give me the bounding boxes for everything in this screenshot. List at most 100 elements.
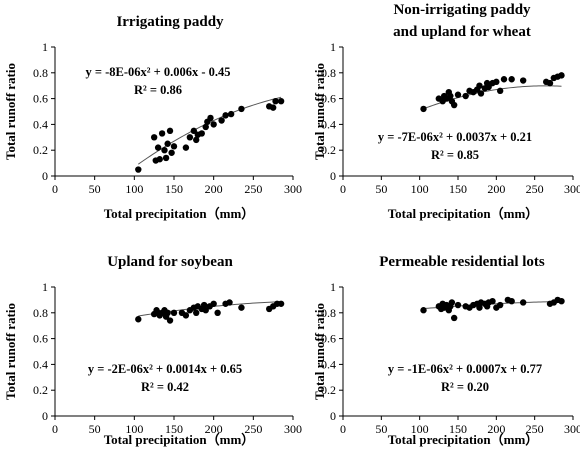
data-point [558,297,565,305]
y-tick-label: 1 [330,280,336,294]
data-point [168,149,175,156]
trend-equation: y = -8E-06x² + 0.006x - 0.45 [85,65,230,79]
data-point [166,317,174,324]
data-point [454,91,462,98]
data-point [496,301,504,309]
data-point [269,104,277,111]
y-tick-label: 0 [42,409,48,423]
data-point [226,299,233,306]
trend-equation: y = -1E-06x² + 0.0007x + 0.77 [388,362,542,376]
y-tick-label: 0.2 [321,383,336,397]
data-point [156,156,163,163]
x-tick-label: 100 [411,182,429,196]
data-point [450,101,458,109]
data-point [170,143,178,150]
x-tick-label: 250 [244,422,262,436]
data-point [198,130,205,137]
data-point [496,87,504,95]
chart-title: and upland for wheat [393,24,531,40]
data-point [519,299,527,306]
x-tick-label: 150 [165,182,183,196]
chart-title: Non-irrigating paddy [393,2,531,18]
x-tick-label: 300 [564,182,580,196]
data-point [158,130,166,137]
data-point [508,76,515,83]
x-tick-label: 0 [340,422,346,436]
r-squared-label: R² = 0.20 [441,380,489,394]
data-point [164,140,171,147]
data-point [454,301,462,309]
x-tick-label: 150 [449,422,467,436]
data-point [214,309,221,316]
x-tick-label: 50 [89,422,101,436]
data-point [193,136,200,144]
y-axis-label: Total runoff ratio [312,63,327,160]
data-point [135,316,142,323]
data-point [227,110,235,118]
x-tick-label: 50 [89,182,101,196]
x-axis-label: Total precipitation（mm） [104,206,255,221]
data-point [202,307,209,314]
y-tick-label: 1 [42,280,48,294]
r-squared-label: R² = 0.42 [141,380,189,394]
y-tick-label: 1 [330,40,336,54]
data-point [447,92,454,100]
y-tick-label: 0.2 [321,143,336,157]
data-point [207,114,214,122]
data-point [161,147,168,154]
data-point [519,77,527,84]
chart-panel-2: Non-irrigating paddy and upland for wheat… [312,2,580,221]
chart-panel-1: Irrigating paddy 0 0.2 0.4 0.6 0.8 1 0 50 100 150 2… [3,14,302,221]
x-tick-label: 0 [52,182,58,196]
x-tick-label: 50 [375,422,387,436]
data-point [448,299,456,306]
data-point [182,144,190,151]
data-point [154,144,162,151]
r-squared-label: R² = 0.86 [134,83,182,97]
data-point [218,117,225,124]
data-point [500,76,508,83]
y-tick-label: 0.4 [321,357,336,371]
data-point [210,300,217,307]
chart-title: Irrigating paddy [116,14,224,30]
data-point [476,304,483,311]
y-tick-label: 0.6 [321,92,336,106]
trend-equation: y = -2E-06x² + 0.0014x + 0.65 [88,362,242,376]
data-point [202,123,209,131]
data-point [170,309,178,316]
x-tick-label: 200 [487,182,505,196]
data-point [210,121,217,128]
data-point [162,154,170,162]
y-tick-label: 0.4 [33,117,48,131]
data-point [462,92,469,100]
y-tick-label: 0.2 [33,143,48,157]
data-point [150,134,158,141]
y-tick-label: 0.6 [321,332,336,346]
data-point [222,112,229,119]
data-point [450,314,458,322]
data-point [277,97,285,105]
data-point [546,79,554,87]
data-point [200,301,208,309]
x-tick-label: 0 [52,422,58,436]
y-tick-label: 0.8 [33,66,48,80]
data-point [238,105,245,113]
y-tick-label: 0.8 [321,306,336,320]
x-tick-label: 200 [205,182,223,196]
y-tick-label: 0.6 [33,332,48,346]
x-tick-label: 150 [165,422,183,436]
data-point [190,127,198,135]
trendline [138,96,282,165]
chart-panel-3: Upland for soybean 0 0.2 0.4 0.6 0.8 1 0 50 100 15… [3,254,302,447]
data-point [420,307,427,314]
chart-panel-4: Permeable residential lots 0 0.2 0.4 0.6 0.8 1… [312,254,580,447]
data-point [186,134,194,141]
x-tick-label: 300 [284,182,302,196]
data-point [277,300,285,307]
x-tick-label: 150 [449,182,467,196]
data-point [135,166,142,173]
y-tick-label: 0.2 [33,383,48,397]
data-point [477,90,485,97]
x-tick-label: 250 [244,182,262,196]
